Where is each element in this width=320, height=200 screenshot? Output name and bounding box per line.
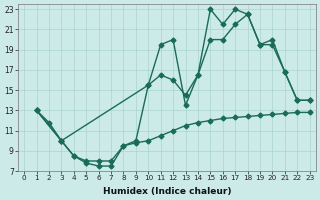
X-axis label: Humidex (Indice chaleur): Humidex (Indice chaleur) <box>103 187 231 196</box>
